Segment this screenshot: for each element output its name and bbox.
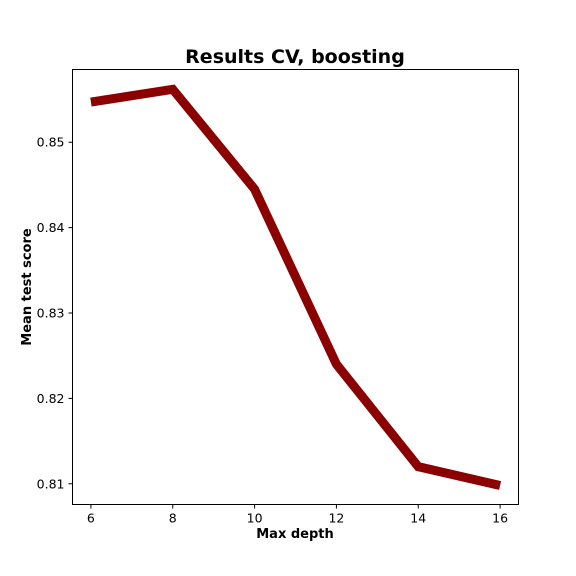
y-tick-label: 0.81 — [37, 476, 65, 491]
x-axis-label: Max depth — [256, 527, 334, 542]
chart-title: Results CV, boosting — [185, 46, 405, 68]
y-axis-label: Mean test score — [20, 228, 35, 346]
series-line-0 — [90, 84, 502, 490]
x-tick-label: 16 — [492, 511, 508, 526]
x-tick-label: 10 — [247, 511, 263, 526]
x-tick-label: 12 — [328, 511, 344, 526]
x-tick-label: 8 — [169, 511, 177, 526]
x-tick-label: 14 — [410, 511, 426, 526]
y-tick-label: 0.82 — [37, 391, 65, 406]
y-tick-label: 0.84 — [37, 220, 65, 235]
x-tick-label: 6 — [87, 511, 95, 526]
y-tick-label: 0.85 — [37, 135, 65, 150]
x-axis: 6 8 10 12 14 16 — [87, 504, 508, 526]
y-tick-label: 0.83 — [37, 305, 65, 320]
plot-frame — [72, 69, 519, 505]
y-axis: 0.81 0.82 0.83 0.84 0.85 — [37, 135, 73, 491]
